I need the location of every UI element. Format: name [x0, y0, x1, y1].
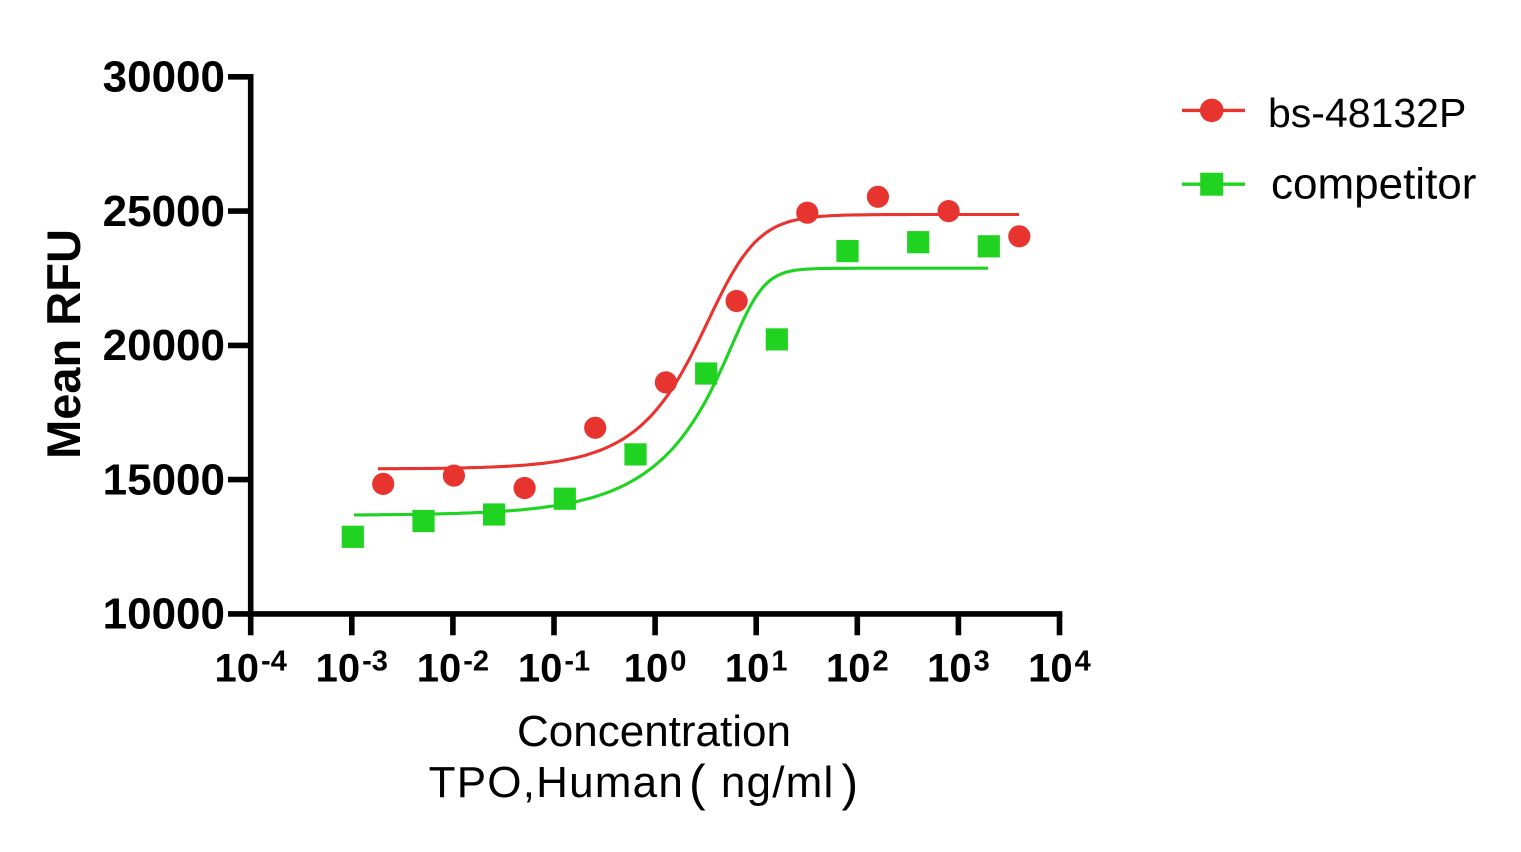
svg-text:Concentration: Concentration: [517, 707, 791, 756]
svg-text:10-1: 10-1: [518, 646, 590, 691]
svg-text:TPO,Human(ng/ml): TPO,Human(ng/ml): [429, 755, 860, 811]
svg-text:bs-48132P: bs-48132P: [1268, 90, 1466, 136]
svg-text:10000: 10000: [103, 590, 225, 639]
svg-text:15000: 15000: [103, 455, 225, 504]
svg-text:20000: 20000: [103, 321, 225, 370]
svg-text:competitor: competitor: [1271, 160, 1476, 209]
svg-text:10-3: 10-3: [316, 646, 388, 691]
svg-text:25000: 25000: [103, 187, 225, 236]
svg-text:102: 102: [826, 646, 889, 691]
svg-text:Mean RFU: Mean RFU: [37, 229, 90, 459]
svg-text:30000: 30000: [103, 53, 225, 102]
